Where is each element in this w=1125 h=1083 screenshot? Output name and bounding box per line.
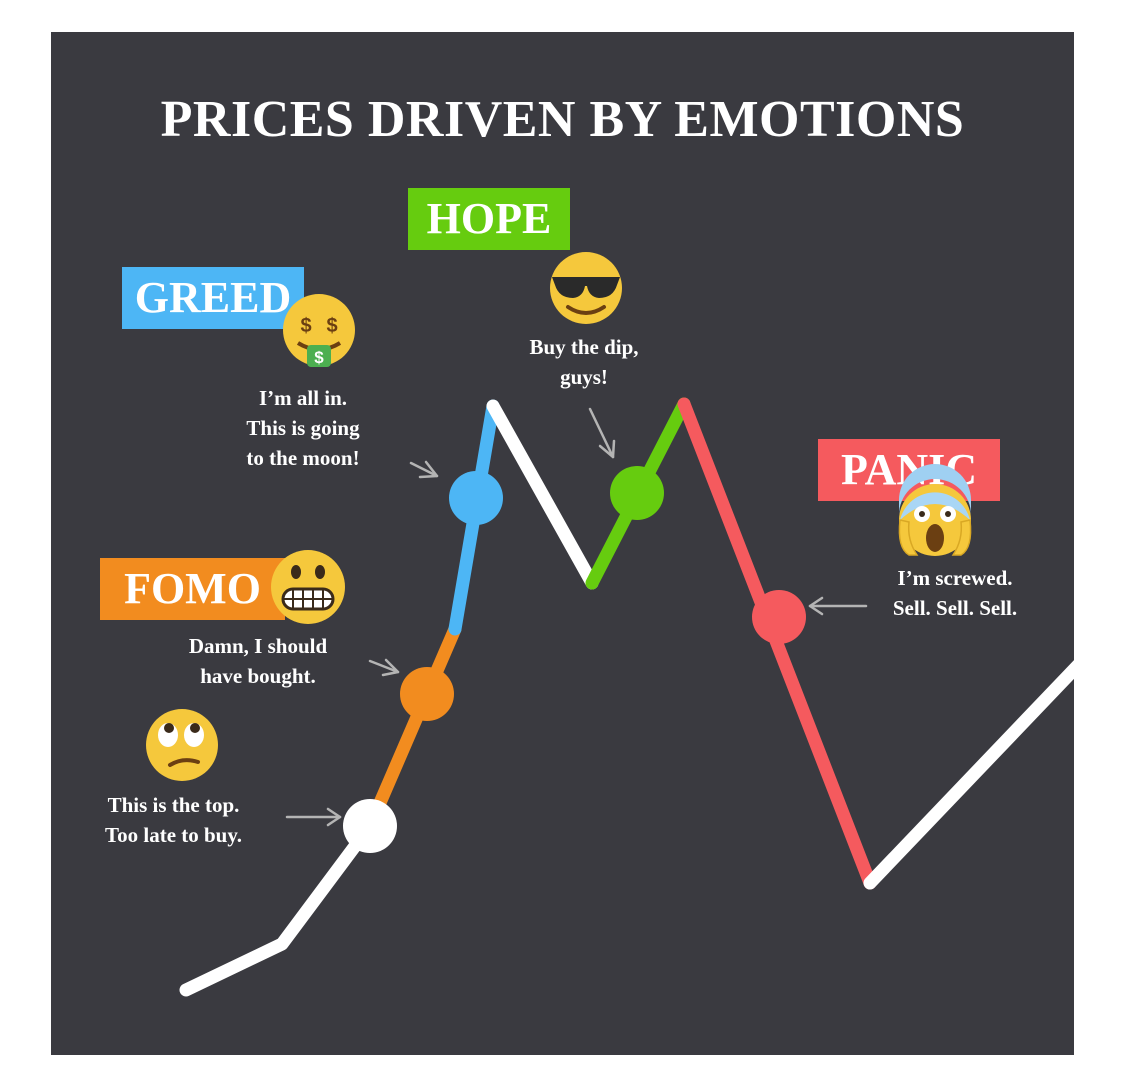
quote-hope: Buy the dip, guys! <box>509 332 659 392</box>
quote-line: to the moon! <box>246 446 360 470</box>
quote-line: This is the top. <box>107 793 240 817</box>
eye-roll-emoji <box>146 709 218 781</box>
top-dot <box>343 799 397 853</box>
hope-dot <box>610 466 664 520</box>
line-segment-fomo <box>363 622 462 833</box>
quote-line: I’m all in. <box>258 386 348 410</box>
sunglasses-emoji <box>550 252 622 324</box>
quote-line: Sell. Sell. Sell. <box>892 596 1018 620</box>
greed-tag: GREED <box>122 267 304 329</box>
fomo-tag: FOMO <box>100 558 285 620</box>
svg-text:$: $ <box>326 315 337 337</box>
greed-tag-label: GREED <box>134 273 292 322</box>
hope-tag: HOPE <box>408 188 570 250</box>
panic-arrow-icon <box>808 596 868 616</box>
quote-line: This is going <box>246 416 360 440</box>
line-segment-start <box>179 819 377 997</box>
quote-top: This is the top. Too late to buy. <box>86 790 261 850</box>
quote-line: Too late to buy. <box>105 823 242 847</box>
top-arrow-icon <box>285 807 342 827</box>
fomo-arrow-icon <box>368 658 400 677</box>
fomo-tag-label: FOMO <box>124 564 261 613</box>
quote-line: have bought. <box>200 664 316 688</box>
quote-line: guys! <box>560 365 608 389</box>
quote-fomo: Damn, I should have bought. <box>168 631 348 691</box>
page-title: PRICES DRIVEN BY EMOTIONS <box>160 91 965 148</box>
greed-arrow-icon <box>409 460 439 479</box>
line-segment-recovery <box>863 660 1074 890</box>
quote-line: I’m screwed. <box>897 566 1013 590</box>
quote-panic: I’m screwed. Sell. Sell. Sell. <box>872 563 1038 623</box>
quote-greed: I’m all in. This is going to the moon! <box>224 383 382 473</box>
panic-dot <box>752 590 806 644</box>
svg-text:$: $ <box>314 348 324 367</box>
fomo-dot <box>400 667 454 721</box>
line-segment-dip <box>486 399 599 590</box>
quote-line: Buy the dip, <box>529 335 639 359</box>
quote-line: Damn, I should <box>188 634 328 658</box>
hope-tag-label: HOPE <box>426 194 552 243</box>
svg-text:$: $ <box>300 315 311 337</box>
screaming-emoji <box>898 464 972 556</box>
grimace-emoji <box>271 550 345 624</box>
hope-arrow-icon <box>588 407 616 459</box>
greed-dot <box>449 471 503 525</box>
money-mouth-emoji: $ $ $ <box>283 294 355 367</box>
